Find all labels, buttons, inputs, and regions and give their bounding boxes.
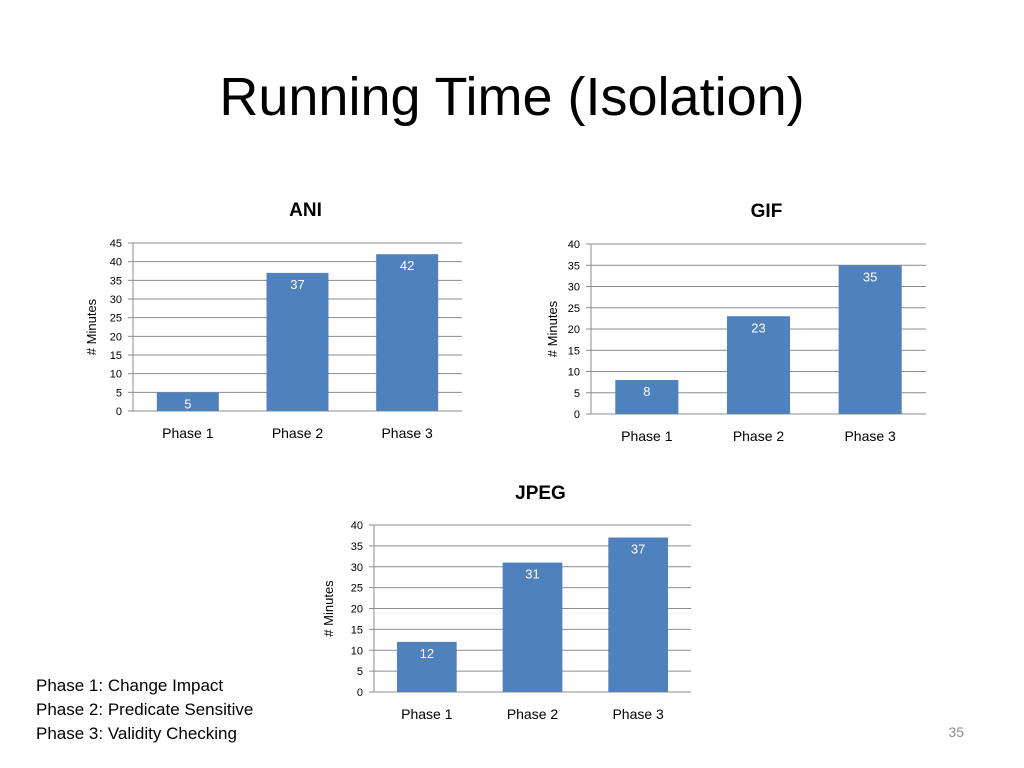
x-category-label-phase-1: Phase 1 [401, 706, 453, 722]
data-label-phase-1: 5 [184, 396, 191, 411]
y-tick-label: 25 [351, 583, 363, 595]
y-tick-label: 20 [568, 324, 580, 336]
bar-phase-1 [396, 641, 457, 692]
phase-legend: Phase 1: Change Impact Phase 2: Predicat… [36, 674, 253, 746]
bar-phase-2 [726, 316, 791, 414]
data-label-phase-2: 31 [525, 567, 539, 582]
x-category-label-phase-3: Phase 3 [381, 425, 433, 441]
chart-title: ANI [289, 200, 322, 221]
x-category-label-phase-3: Phase 3 [612, 706, 664, 722]
data-label-phase-2: 23 [751, 320, 765, 335]
chart-jpeg: 0 5 10 15 20 25 30 35 40 12 Phase 1 31 Phase 2 37 Phas… [321, 483, 691, 722]
x-category-label-phase-2: Phase 2 [507, 706, 559, 722]
data-label-phase-3: 37 [631, 542, 645, 557]
data-label-phase-3: 35 [863, 269, 877, 284]
y-tick-label: 10 [110, 369, 122, 381]
y-tick-label: 0 [574, 409, 580, 421]
legend-item-phase-2: Phase 2: Predicate Sensitive [36, 700, 254, 719]
y-tick-label: 10 [351, 645, 363, 657]
data-label-phase-1: 12 [420, 646, 434, 661]
data-label-phase-2: 37 [290, 277, 304, 292]
y-tick-label: 45 [110, 238, 122, 250]
y-tick-label: 35 [351, 541, 363, 553]
y-tick-label: 5 [357, 666, 363, 678]
chart-ani: 0 5 10 15 20 25 30 35 40 45 5 Phase 1 37 Phase 2 42 Pha… [84, 200, 462, 441]
y-tick-label: 5 [116, 387, 122, 399]
chart-gif: 0 5 10 15 20 25 30 35 40 8 Phase 1 23 Phase 2 35 Phase… [545, 201, 926, 444]
bar-phase-1 [156, 392, 219, 411]
y-tick-label: 0 [357, 687, 363, 699]
y-tick-label: 15 [568, 345, 580, 357]
bar-phase-1 [615, 380, 679, 414]
y-tick-label: 40 [568, 239, 580, 251]
y-tick-label: 15 [110, 350, 122, 362]
data-label-phase-1: 8 [643, 384, 650, 399]
y-tick-label: 40 [351, 520, 363, 532]
bar-phase-3 [608, 537, 669, 692]
y-axis-label: # Minutes [321, 580, 336, 637]
data-label-phase-3: 42 [400, 258, 414, 273]
bar-phase-2 [502, 562, 563, 692]
y-tick-label: 10 [568, 367, 580, 379]
x-category-label-phase-1: Phase 1 [162, 425, 214, 441]
x-category-label-phase-3: Phase 3 [844, 428, 896, 444]
slide-title: Running Time (Isolation) [219, 67, 805, 127]
bar-phase-2 [266, 272, 329, 411]
y-tick-label: 40 [110, 257, 122, 269]
y-axis-label: # Minutes [84, 298, 99, 355]
y-tick-label: 35 [110, 275, 122, 287]
y-axis-label: # Minutes [545, 300, 560, 357]
y-tick-label: 25 [110, 313, 122, 325]
x-category-label-phase-2: Phase 2 [733, 428, 785, 444]
chart-title: GIF [751, 201, 783, 222]
bar-phase-3 [376, 254, 439, 411]
x-category-label-phase-1: Phase 1 [621, 428, 673, 444]
legend-item-phase-1: Phase 1: Change Impact [36, 676, 224, 695]
y-tick-label: 5 [574, 388, 580, 400]
y-tick-label: 20 [351, 604, 363, 616]
bar-phase-3 [838, 265, 902, 414]
y-tick-label: 30 [351, 562, 363, 574]
y-tick-label: 0 [116, 406, 122, 418]
y-tick-label: 15 [351, 624, 363, 636]
legend-item-phase-3: Phase 3: Validity Checking [36, 724, 237, 743]
y-tick-label: 25 [568, 303, 580, 315]
chart-title: JPEG [515, 483, 566, 504]
x-category-label-phase-2: Phase 2 [272, 425, 324, 441]
y-tick-label: 30 [568, 282, 580, 294]
y-tick-label: 30 [110, 294, 122, 306]
page-number: 35 [948, 724, 964, 740]
y-tick-label: 35 [568, 260, 580, 272]
y-tick-label: 20 [110, 331, 122, 343]
